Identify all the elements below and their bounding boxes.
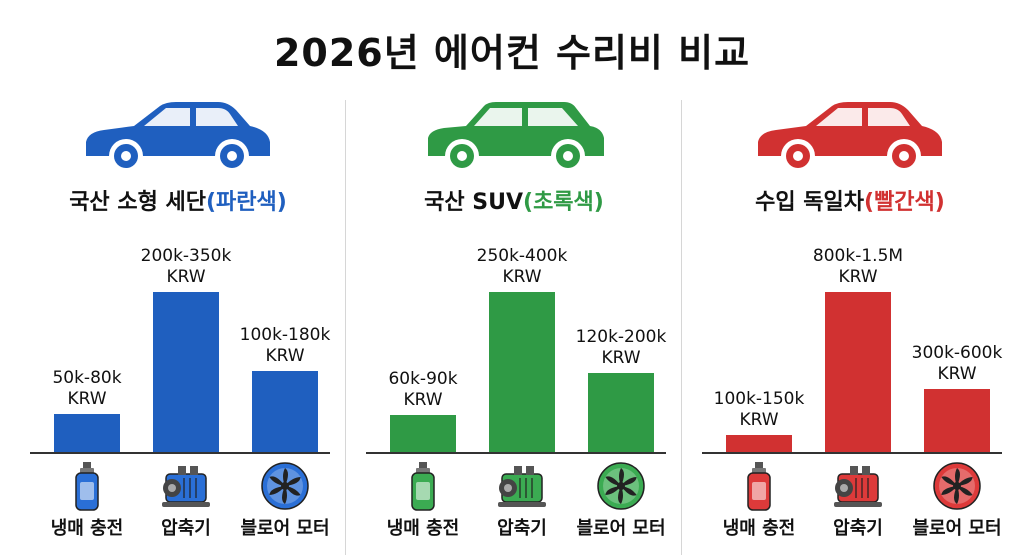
category-label: 압축기 <box>833 518 883 539</box>
x-axis-baseline <box>30 452 330 454</box>
bar-value-label: 300k-600k KRW <box>911 343 1003 385</box>
category-label: 블로어 모터 <box>240 518 330 539</box>
suv-car-icon <box>428 102 604 173</box>
car-illustration <box>682 96 1018 176</box>
bar-value-label: 120k-200k KRW <box>575 327 667 369</box>
category-icon <box>593 460 649 512</box>
refrigerant-can-icon <box>747 462 771 511</box>
chart-panel: 수입 독일차(빨간색) 100k-150k KRW 냉매 충전 800k-1.5M KR… <box>682 0 1018 559</box>
compressor-icon <box>498 466 546 507</box>
bar-value-label: 250k-400k KRW <box>476 246 568 287</box>
panel-title-main: 국산 SUV <box>424 190 524 215</box>
sedan-car-icon <box>758 102 942 173</box>
category-label: 냉매 충전 <box>50 518 124 539</box>
category-label: 냉매 충전 <box>722 518 796 539</box>
page-title: 2026년 에어컨 수리비 비교 <box>273 31 751 75</box>
bar-value-label: 800k-1.5M KRW <box>812 246 904 287</box>
bar <box>252 370 318 452</box>
x-axis-baseline <box>366 452 666 454</box>
panel-title-color-note: (파란색) <box>205 190 287 215</box>
panel-title-color-note: (초록색) <box>523 190 604 215</box>
panel-title-main: 국산 소형 세단 <box>69 190 206 215</box>
bar <box>489 292 555 452</box>
bar-value-label: 100k-150k KRW <box>713 388 805 430</box>
bar <box>153 292 219 452</box>
refrigerant-can-icon <box>75 462 99 511</box>
compressor-icon <box>162 466 210 507</box>
category-label: 블로어 모터 <box>576 518 666 539</box>
panel-title-color-note: (빨간색) <box>864 190 945 215</box>
sedan-car-icon <box>86 102 270 173</box>
car-illustration <box>346 96 682 176</box>
compressor-icon <box>834 466 882 507</box>
category-icon <box>929 460 985 512</box>
panel-title: 국산 소형 세단(파란색) <box>10 184 346 216</box>
category-icon <box>731 460 787 512</box>
bar-value-label: 100k-180k KRW <box>239 324 331 366</box>
category-label: 압축기 <box>497 518 547 539</box>
blower-fan-icon <box>933 462 981 510</box>
bar <box>588 373 654 452</box>
category-icon <box>257 460 313 512</box>
category-icon <box>158 460 214 512</box>
car-illustration <box>10 96 346 176</box>
bar-value-label: 60k-90k KRW <box>388 369 458 411</box>
panel-title: 수입 독일차(빨간색) <box>682 184 1018 216</box>
bar <box>924 389 990 452</box>
category-label: 블로어 모터 <box>912 518 1002 539</box>
bar <box>825 292 891 452</box>
panel-title-main: 수입 독일차 <box>755 190 865 215</box>
blower-fan-icon <box>597 462 645 510</box>
bar <box>726 434 792 452</box>
bar-value-label: 50k-80k KRW <box>52 368 122 410</box>
panel-title: 국산 SUV(초록색) <box>346 184 682 216</box>
category-label: 압축기 <box>161 518 211 539</box>
panel-divider <box>345 100 346 555</box>
category-icon <box>59 460 115 512</box>
refrigerant-can-icon <box>411 462 435 511</box>
x-axis-baseline <box>702 452 1002 454</box>
bar <box>390 415 456 452</box>
blower-fan-icon <box>261 462 309 510</box>
bar-value-label: 200k-350k KRW <box>140 246 232 287</box>
category-icon <box>395 460 451 512</box>
bar <box>54 414 120 452</box>
panel-divider <box>681 100 682 555</box>
chart-panel: 국산 소형 세단(파란색) 50k-80k KRW 냉매 충전 200k-350k KR… <box>10 0 346 559</box>
chart-panel: 국산 SUV(초록색) 60k-90k KRW 냉매 충전 250k-400k KRW … <box>346 0 682 559</box>
category-label: 냉매 충전 <box>386 518 460 539</box>
category-icon <box>830 460 886 512</box>
category-icon <box>494 460 550 512</box>
